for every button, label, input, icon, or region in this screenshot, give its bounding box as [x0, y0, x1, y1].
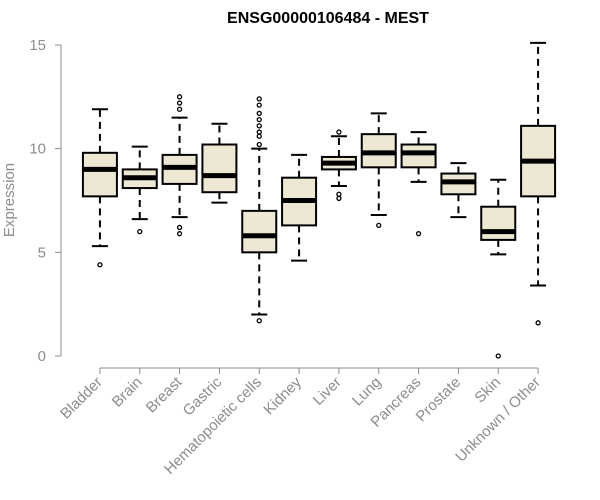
outlier-point [256, 116, 262, 123]
outlier-point [415, 231, 422, 237]
outlier-point [176, 100, 183, 106]
outlier-point [256, 129, 262, 135]
x-tick-label: Brain [109, 374, 146, 411]
chart-title: ENSG00000106484 - MEST [227, 10, 429, 27]
outlier-point [137, 228, 143, 235]
box-unknown-other [520, 41, 557, 326]
outlier-point [256, 318, 262, 324]
y-axis: 0 5 10 15 [29, 37, 62, 365]
box-hematopoietic-cells [241, 96, 278, 324]
outlier-point [256, 96, 262, 102]
outlier-point [176, 94, 183, 100]
outlier-point [256, 123, 262, 129]
outlier-point [535, 320, 541, 326]
outlier-point [336, 129, 342, 135]
x-tick-label: Prostate [413, 374, 465, 426]
box-bladder [81, 108, 118, 268]
outlier-point [336, 195, 342, 202]
box-brain [121, 145, 158, 235]
y-tick-label: 0 [38, 348, 46, 365]
y-axis-label: Expression [1, 163, 18, 237]
outlier-point [176, 106, 183, 112]
y-tick-label: 15 [29, 37, 46, 54]
iqr-box [400, 143, 437, 169]
x-tick-label: Breast [143, 373, 186, 416]
box-skin [480, 178, 517, 359]
x-tick-label: Liver [310, 374, 345, 409]
outlier-point [256, 110, 262, 117]
outlier-point [495, 353, 501, 359]
box-liver [320, 129, 357, 202]
outlier-point [256, 102, 262, 108]
iqr-box [480, 205, 517, 241]
box-kidney [281, 153, 318, 262]
x-tick-label: Lung [349, 374, 385, 410]
outlier-point [97, 262, 103, 268]
box-lung [360, 112, 397, 229]
iqr-box [241, 209, 278, 254]
x-tick-label: Kidney [260, 373, 305, 418]
box-breast [161, 94, 198, 237]
iqr-box [201, 143, 238, 194]
outlier-point [376, 222, 382, 229]
box-group [81, 41, 557, 359]
box-prostate [440, 162, 477, 219]
y-tick-label: 10 [29, 141, 46, 158]
outlier-point [176, 224, 183, 231]
x-tick-label: Skin [471, 374, 504, 407]
iqr-box [81, 151, 118, 198]
box-pancreas [400, 131, 437, 237]
outlier-point [256, 141, 262, 148]
x-tick-label: Bladder [57, 374, 106, 423]
outlier-point [336, 191, 342, 197]
box-gastric [201, 122, 238, 204]
outlier-point [176, 231, 183, 237]
y-tick-label: 5 [38, 244, 46, 261]
outlier-point [256, 133, 262, 139]
